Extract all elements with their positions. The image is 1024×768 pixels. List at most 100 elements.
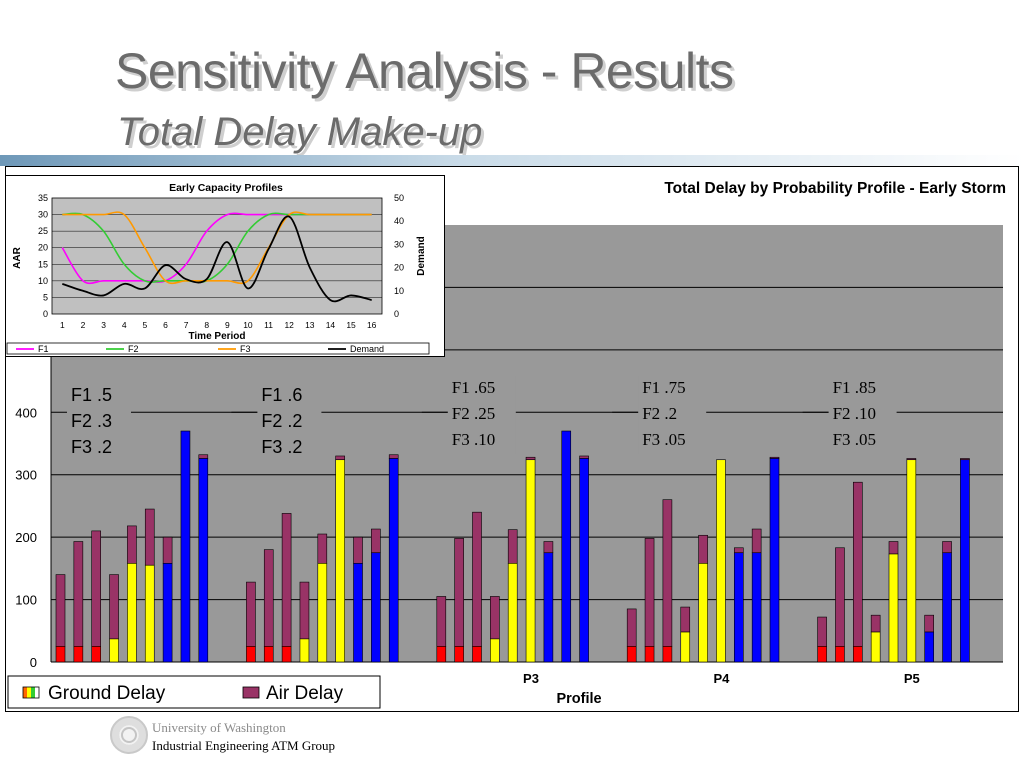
inset-x-tick-label: 10 bbox=[243, 320, 253, 330]
bar-ground-delay bbox=[454, 646, 464, 663]
title-accent-bar bbox=[0, 155, 1024, 166]
bar-air-delay bbox=[281, 513, 292, 647]
bar-air-delay bbox=[942, 541, 952, 554]
bar-ground-delay bbox=[127, 563, 137, 663]
inset-y-tick-label: 0 bbox=[43, 309, 48, 319]
bar-ground-delay bbox=[852, 646, 863, 663]
inset-y-tick-label: 5 bbox=[43, 292, 48, 302]
bar-ground-delay bbox=[388, 458, 399, 663]
profile-probability-label: F2 .2 bbox=[642, 404, 677, 423]
inset-x-tick-label: 9 bbox=[225, 320, 230, 330]
bar-air-delay bbox=[246, 581, 256, 647]
profile-probability-label: F1 .5 bbox=[71, 385, 112, 405]
legend-air-delay-label: Air Delay bbox=[266, 683, 344, 704]
profile-label-bg bbox=[447, 376, 516, 454]
profile-probability-label: F2 .3 bbox=[71, 411, 112, 431]
bar-air-delay bbox=[109, 574, 119, 640]
bar-ground-delay bbox=[733, 552, 744, 663]
bar-air-delay bbox=[353, 536, 363, 564]
inset-x-tick-label: 1 bbox=[60, 320, 65, 330]
bar-ground-delay bbox=[835, 646, 845, 663]
series-line-demand bbox=[62, 215, 372, 303]
inset-x-tick-label: 7 bbox=[184, 320, 189, 330]
inset-legend-label-f2: F2 bbox=[128, 344, 139, 354]
bar-air-delay bbox=[817, 616, 827, 647]
bar-air-delay bbox=[662, 499, 673, 647]
inset-y2-tick-label: 0 bbox=[394, 309, 399, 319]
inset-x-tick-label: 14 bbox=[326, 320, 336, 330]
inset-x-tick-label: 16 bbox=[367, 320, 377, 330]
bar-air-delay bbox=[472, 511, 482, 647]
bar-ground-delay bbox=[561, 430, 572, 663]
profile-probability-label: F1 .75 bbox=[642, 378, 685, 397]
profile-probability-label: F2 .10 bbox=[833, 404, 876, 423]
early-capacity-profiles-chart: Early Capacity Profiles 0 5 10 15 20 25 30 35 0 10… bbox=[5, 175, 445, 357]
bar-air-delay bbox=[263, 549, 274, 647]
bar-ground-delay bbox=[906, 459, 917, 663]
chart-legend: Ground Delay Air Delay bbox=[7, 675, 381, 709]
legend-box bbox=[7, 675, 381, 709]
profile-label-bg bbox=[257, 384, 322, 462]
bar-ground-delay bbox=[817, 646, 827, 663]
inset-y2-tick-label: 20 bbox=[394, 263, 404, 273]
profile-probability-label: F3 .05 bbox=[642, 430, 685, 449]
inset-legend-label-f1: F1 bbox=[38, 344, 49, 354]
inset-y2-tick-label: 30 bbox=[394, 239, 404, 249]
bar-air-delay bbox=[525, 456, 536, 461]
inset-x-axis-title: Time Period bbox=[188, 331, 245, 342]
inset-x-tick-label: 11 bbox=[264, 320, 273, 330]
inset-legend-label-demand: Demand bbox=[350, 344, 384, 354]
bar-air-delay bbox=[888, 541, 899, 555]
bar-ground-delay bbox=[507, 563, 518, 663]
inset-x-tick-label: 13 bbox=[305, 320, 315, 330]
bar-ground-delay bbox=[769, 458, 780, 663]
bar-air-delay bbox=[436, 596, 447, 647]
inset-x-tick-label: 2 bbox=[81, 320, 86, 330]
inset-y2-tick-label: 10 bbox=[394, 286, 404, 296]
x-category-label: P5 bbox=[904, 671, 920, 686]
bar-air-delay bbox=[198, 454, 209, 459]
inset-x-tick-label: 12 bbox=[284, 320, 294, 330]
ground-delay-swatch-icon bbox=[27, 687, 31, 698]
bar-air-delay bbox=[543, 541, 554, 554]
bar-ground-delay bbox=[472, 646, 482, 663]
ground-delay-swatch-icon bbox=[23, 687, 27, 698]
bar-ground-delay bbox=[490, 638, 500, 663]
slide-subtitle: Total Delay Make-up bbox=[117, 110, 483, 154]
bar-air-delay bbox=[317, 533, 328, 564]
inset-y-axis-title: AAR bbox=[12, 246, 23, 268]
bar-air-delay bbox=[579, 455, 589, 459]
bar-ground-delay bbox=[299, 638, 310, 663]
bar-air-delay bbox=[73, 541, 84, 647]
inset-y2-axis-title: Demand bbox=[416, 236, 427, 275]
bar-ground-delay bbox=[55, 646, 66, 663]
profile-probability-label: F3 .2 bbox=[261, 437, 302, 457]
bar-air-delay bbox=[371, 528, 381, 554]
bar-ground-delay bbox=[371, 552, 381, 663]
bar-air-delay bbox=[127, 525, 137, 564]
inset-y-tick-label: 15 bbox=[38, 259, 48, 269]
bar-air-delay bbox=[751, 528, 762, 554]
bar-air-delay bbox=[299, 581, 310, 640]
inset-x-tick-label: 6 bbox=[163, 320, 168, 330]
x-category-label: P4 bbox=[713, 671, 730, 686]
bar-air-delay bbox=[55, 574, 66, 647]
profile-probability-label: F2 .25 bbox=[452, 404, 495, 423]
inset-y2-tick-label: 40 bbox=[394, 216, 404, 226]
bar-air-delay bbox=[507, 529, 518, 564]
profile-probability-label: F1 .85 bbox=[833, 378, 876, 397]
x-axis-title: Profile bbox=[556, 691, 601, 707]
profile-probability-label: F1 .65 bbox=[452, 378, 495, 397]
inset-legend-label-f3: F3 bbox=[240, 344, 251, 354]
air-delay-swatch-icon bbox=[242, 686, 260, 699]
inset-y-tick-label: 35 bbox=[38, 193, 48, 203]
bar-ground-delay bbox=[924, 631, 935, 663]
bar-ground-delay bbox=[751, 552, 762, 663]
x-category-label: P3 bbox=[523, 671, 539, 686]
footer-group: Industrial Engineering ATM Group bbox=[152, 738, 336, 753]
bar-ground-delay bbox=[960, 459, 970, 663]
bar-air-delay bbox=[698, 534, 708, 564]
bar-air-delay bbox=[454, 538, 464, 647]
bar-air-delay bbox=[91, 530, 101, 647]
legend-ground-delay-label: Ground Delay bbox=[48, 683, 166, 704]
